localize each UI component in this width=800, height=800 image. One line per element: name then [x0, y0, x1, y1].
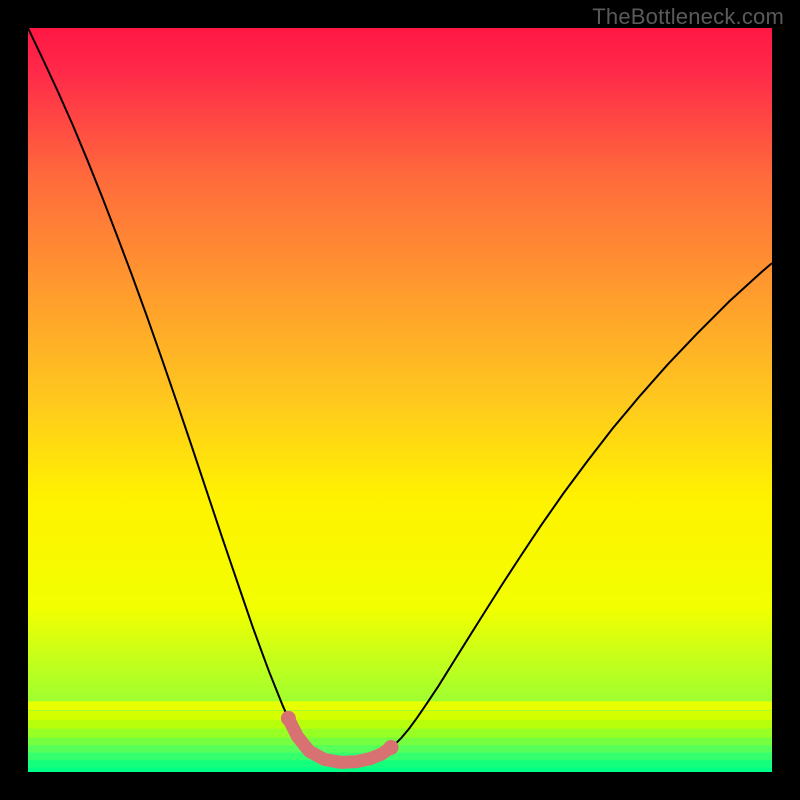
gradient-stripe	[28, 701, 772, 710]
gradient-background	[28, 28, 772, 772]
gradient-stripe	[28, 729, 772, 738]
gradient-stripe	[28, 768, 772, 772]
highlight-marker	[281, 711, 296, 726]
chart-frame: TheBottleneck.com	[0, 0, 800, 800]
plot-area	[28, 28, 772, 772]
gradient-stripe	[28, 711, 772, 720]
gradient-stripe	[28, 720, 772, 729]
watermark-text: TheBottleneck.com	[592, 4, 784, 30]
highlight-marker	[384, 740, 399, 755]
chart-svg	[28, 28, 772, 772]
